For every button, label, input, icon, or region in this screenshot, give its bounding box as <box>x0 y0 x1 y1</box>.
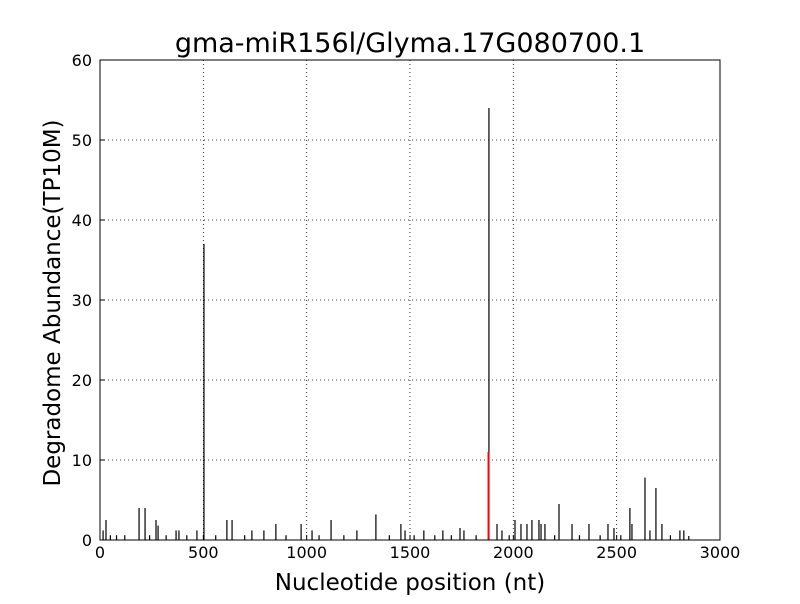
x-tick-label: 500 <box>188 543 219 562</box>
y-tick-label: 20 <box>72 371 92 390</box>
y-tick-label: 50 <box>72 131 92 150</box>
y-tick-label: 30 <box>72 291 92 310</box>
x-tick-label: 3000 <box>700 543 741 562</box>
x-axis-label: Nucleotide position (nt) <box>275 570 545 596</box>
chart-title: gma-miR156l/Glyma.17G080700.1 <box>175 28 645 59</box>
x-tick-label: 1000 <box>286 543 327 562</box>
plot-frame <box>99 59 721 541</box>
x-tick-label: 0 <box>95 543 105 562</box>
y-tick-label: 10 <box>72 451 92 470</box>
x-tick-label: 2500 <box>596 543 637 562</box>
y-tick-label: 0 <box>82 531 92 550</box>
y-axis-label: Degradome Abundance(TP10M) <box>40 119 66 486</box>
y-tick-label: 60 <box>72 51 92 70</box>
y-tick-label: 40 <box>72 211 92 230</box>
x-tick-label: 1500 <box>390 543 431 562</box>
x-tick-label: 2000 <box>493 543 534 562</box>
